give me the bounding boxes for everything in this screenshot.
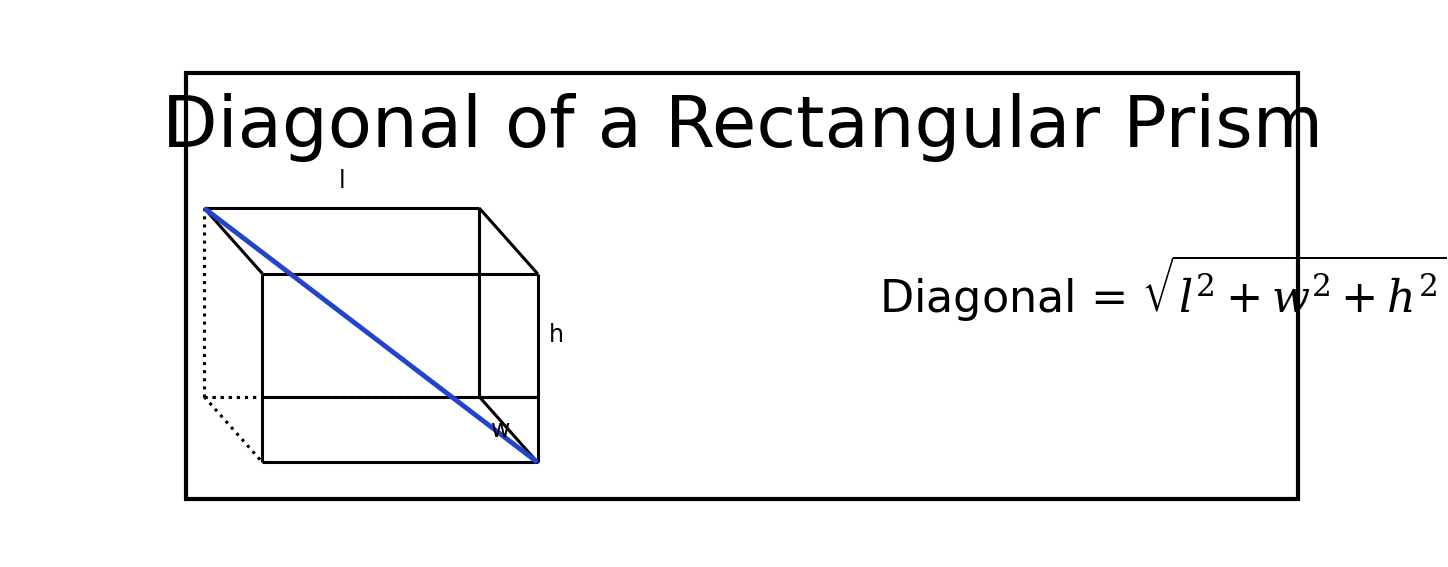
Text: l: l <box>339 169 345 193</box>
Text: w: w <box>491 417 510 442</box>
Text: Diagonal of a Rectangular Prism: Diagonal of a Rectangular Prism <box>162 92 1322 162</box>
Text: h: h <box>549 323 565 347</box>
Text: Diagonal = $\sqrt{l^2 + w^2 + h^2}$: Diagonal = $\sqrt{l^2 + w^2 + h^2}$ <box>879 253 1447 324</box>
